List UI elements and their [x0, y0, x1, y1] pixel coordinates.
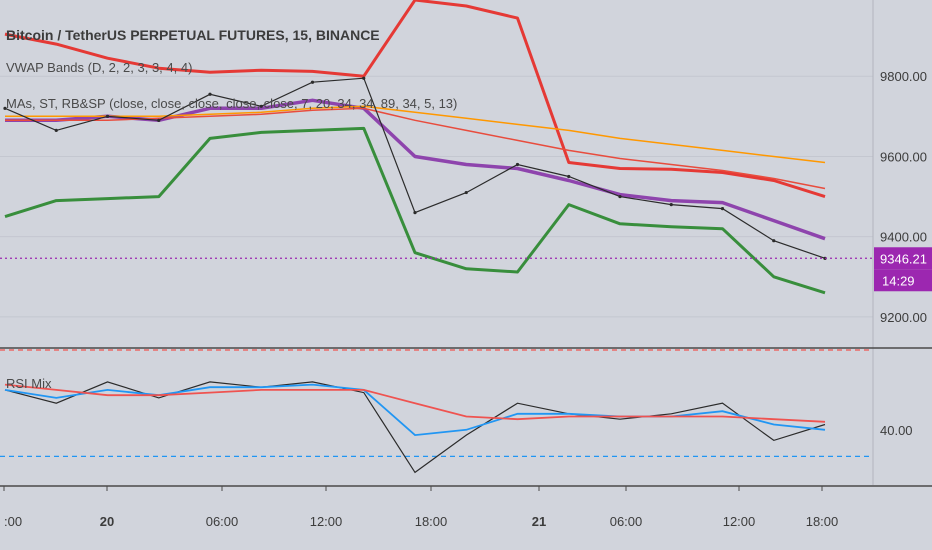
time-tick-label: 06:00	[610, 514, 643, 529]
price-point	[720, 207, 725, 211]
price-plot[interactable]	[0, 0, 873, 295]
price-point	[3, 106, 7, 110]
vwap-lower-series-line	[4, 126, 826, 295]
time-axis[interactable]: :00 20 06:00 12:00 18:00 21 06:00 12:00 18:00	[3, 486, 839, 529]
rsi-mix-label[interactable]: RSI Mix	[6, 376, 52, 391]
price-point	[567, 174, 571, 179]
price-grid	[0, 75, 873, 318]
time-tick-label: 18:00	[806, 514, 839, 529]
rsi-tick-label: 40.00	[880, 423, 913, 438]
price-point	[208, 92, 212, 96]
price-point	[413, 211, 417, 215]
last-price-badge[interactable]	[874, 247, 932, 270]
rsi-plot[interactable]	[0, 349, 873, 474]
price-tick-label: 9200.00	[880, 310, 927, 325]
symbol-title[interactable]: Bitcoin / TetherUS PERPETUAL FUTURES, 15…	[6, 27, 380, 43]
price-point	[772, 239, 776, 243]
countdown-badge[interactable]	[874, 269, 932, 292]
rsi-slow-series-line	[4, 383, 826, 423]
price-point	[618, 194, 622, 199]
time-tick-label: 12:00	[723, 514, 756, 529]
vwap-upper-series-line	[4, 0, 826, 199]
rsi-axis[interactable]: 40.00	[880, 423, 913, 438]
price-point	[157, 118, 161, 122]
ma-orange-series-line	[5, 105, 826, 164]
price-tick-label: 9800.00	[880, 69, 927, 84]
price-point	[669, 202, 673, 207]
price-point	[54, 128, 58, 132]
time-tick-label: 18:00	[415, 514, 448, 529]
price-point	[310, 80, 315, 84]
last-price-label: 9346.21	[880, 251, 927, 266]
price-point	[464, 190, 468, 195]
price-axis[interactable]: 9800.00 9600.00 9400.00 9200.00 9346.21 14:29	[874, 69, 932, 325]
vwap-bands-label[interactable]: VWAP Bands (D, 2, 2, 3, 3, 4, 4)	[6, 60, 192, 75]
price-point	[515, 162, 520, 167]
time-tick-label: 21	[532, 514, 546, 529]
countdown-label: 14:29	[882, 273, 915, 288]
mas-label[interactable]: MAs, ST, RB&SP (close, close, close, clo…	[6, 96, 457, 111]
time-tick-label: 20	[100, 514, 114, 529]
price-point	[259, 104, 263, 108]
time-tick-label: 12:00	[310, 514, 343, 529]
price-tick-label: 9600.00	[880, 149, 927, 164]
price-point	[105, 114, 110, 118]
price-tick-label: 9400.00	[880, 230, 927, 245]
time-tick-label: :00	[4, 514, 22, 529]
rsi-fast-series-line	[4, 383, 826, 437]
labels: Bitcoin / TetherUS PERPETUAL FUTURES, 15…	[6, 27, 457, 391]
axes	[0, 0, 932, 487]
price-point	[362, 76, 366, 80]
time-tick-label: 06:00	[206, 514, 239, 529]
